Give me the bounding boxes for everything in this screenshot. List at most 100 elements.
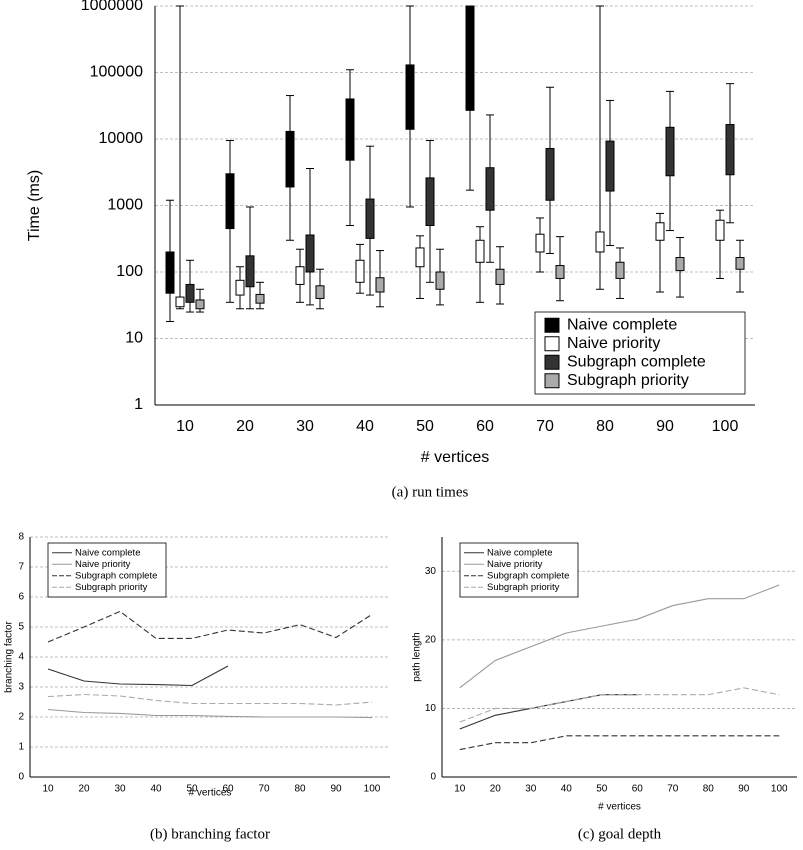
legend-label: Subgraph complete bbox=[567, 353, 706, 370]
x-tick-label: 100 bbox=[712, 418, 739, 435]
x-tick-label: 30 bbox=[525, 784, 537, 795]
y-tick-label: 0 bbox=[18, 772, 24, 783]
x-tick-label: 10 bbox=[42, 784, 54, 795]
legend-label: Subgraph complete bbox=[487, 570, 569, 581]
box bbox=[365, 198, 375, 239]
x-tick-label: 30 bbox=[296, 418, 314, 435]
x-tick-label: 80 bbox=[294, 784, 306, 795]
y-tick-label: 1 bbox=[134, 396, 143, 413]
box bbox=[235, 279, 245, 296]
y-tick-label: 6 bbox=[18, 592, 24, 603]
line bbox=[47, 610, 373, 643]
box bbox=[375, 277, 385, 293]
x-tick-label: 20 bbox=[78, 784, 90, 795]
y-tick-label: 4 bbox=[18, 652, 24, 663]
legend-swatch bbox=[544, 354, 560, 370]
line bbox=[47, 708, 373, 719]
line bbox=[47, 693, 373, 706]
y-tick-label: 5 bbox=[18, 622, 24, 633]
y-tick-label: 30 bbox=[425, 566, 437, 577]
legend-box bbox=[534, 311, 746, 395]
y-axis-label: Time (ms) bbox=[26, 170, 43, 241]
line bbox=[459, 735, 780, 751]
x-tick-label: 60 bbox=[222, 784, 234, 795]
x-tick-label: 10 bbox=[176, 418, 194, 435]
box bbox=[735, 257, 745, 270]
x-tick-label: 50 bbox=[186, 784, 198, 795]
legend-label: Naive priority bbox=[567, 335, 660, 352]
legend-label: Naive complete bbox=[75, 547, 140, 558]
x-tick-label: 40 bbox=[150, 784, 162, 795]
legend-label: Naive complete bbox=[487, 547, 552, 558]
box bbox=[315, 285, 325, 299]
box bbox=[555, 265, 565, 279]
box bbox=[415, 247, 425, 268]
y-tick-label: 8 bbox=[18, 532, 24, 543]
legend-label: Subgraph priority bbox=[75, 582, 148, 593]
box bbox=[495, 268, 505, 285]
box bbox=[725, 124, 735, 176]
box bbox=[545, 147, 555, 201]
legend-label: Naive priority bbox=[75, 559, 131, 570]
y-axis-label: branching factor bbox=[4, 620, 15, 692]
x-tick-label: 90 bbox=[738, 784, 750, 795]
x-tick-label: 10 bbox=[454, 784, 466, 795]
x-tick-label: 80 bbox=[703, 784, 715, 795]
legend-swatch bbox=[544, 317, 560, 333]
y-tick-label: 20 bbox=[425, 634, 437, 645]
box bbox=[285, 130, 295, 188]
x-axis-label: # vertices bbox=[421, 449, 489, 466]
box bbox=[595, 231, 605, 253]
line bbox=[459, 584, 780, 689]
y-tick-label: 10 bbox=[425, 703, 437, 714]
x-tick-label: 70 bbox=[258, 784, 270, 795]
box bbox=[185, 283, 195, 303]
x-tick-label: 70 bbox=[667, 784, 679, 795]
box bbox=[295, 266, 305, 285]
y-tick-label: 100 bbox=[116, 263, 143, 280]
y-tick-label: 1 bbox=[18, 742, 24, 753]
x-tick-label: 80 bbox=[596, 418, 614, 435]
y-tick-label: 10 bbox=[125, 330, 143, 347]
legend-box bbox=[47, 542, 167, 598]
y-tick-label: 1000 bbox=[107, 197, 143, 214]
box bbox=[175, 296, 185, 308]
box bbox=[605, 140, 615, 192]
y-axis-label: path length bbox=[412, 632, 423, 682]
box bbox=[345, 98, 355, 161]
box bbox=[655, 222, 665, 241]
x-tick-label: 40 bbox=[561, 784, 573, 795]
caption: (a) run times bbox=[392, 484, 469, 500]
legend-swatch bbox=[544, 336, 560, 352]
box bbox=[475, 239, 485, 263]
x-tick-label: 60 bbox=[632, 784, 644, 795]
y-tick-label: 3 bbox=[18, 682, 24, 693]
y-tick-label: 100000 bbox=[90, 64, 143, 81]
legend-label: Subgraph complete bbox=[75, 570, 157, 581]
box bbox=[305, 234, 315, 273]
y-tick-label: 7 bbox=[18, 562, 24, 573]
y-tick-label: 0 bbox=[430, 772, 436, 783]
box bbox=[715, 219, 725, 241]
box bbox=[435, 271, 445, 290]
y-tick-label: 10000 bbox=[99, 130, 144, 147]
box bbox=[465, 5, 475, 111]
box bbox=[225, 173, 235, 230]
box bbox=[255, 293, 265, 304]
box bbox=[195, 299, 205, 310]
legend-label: Naive complete bbox=[567, 316, 677, 333]
x-axis-label: # vertices bbox=[598, 802, 641, 813]
box bbox=[665, 126, 675, 177]
legend-box bbox=[459, 542, 579, 598]
box bbox=[485, 167, 495, 211]
legend-label: Subgraph priority bbox=[487, 582, 560, 593]
x-tick-label: 20 bbox=[236, 418, 254, 435]
box bbox=[425, 177, 435, 227]
box bbox=[615, 261, 625, 279]
box bbox=[245, 255, 255, 288]
x-tick-label: 100 bbox=[771, 784, 788, 795]
y-tick-label: 2 bbox=[18, 712, 24, 723]
x-tick-label: 90 bbox=[330, 784, 342, 795]
line bbox=[47, 665, 229, 687]
